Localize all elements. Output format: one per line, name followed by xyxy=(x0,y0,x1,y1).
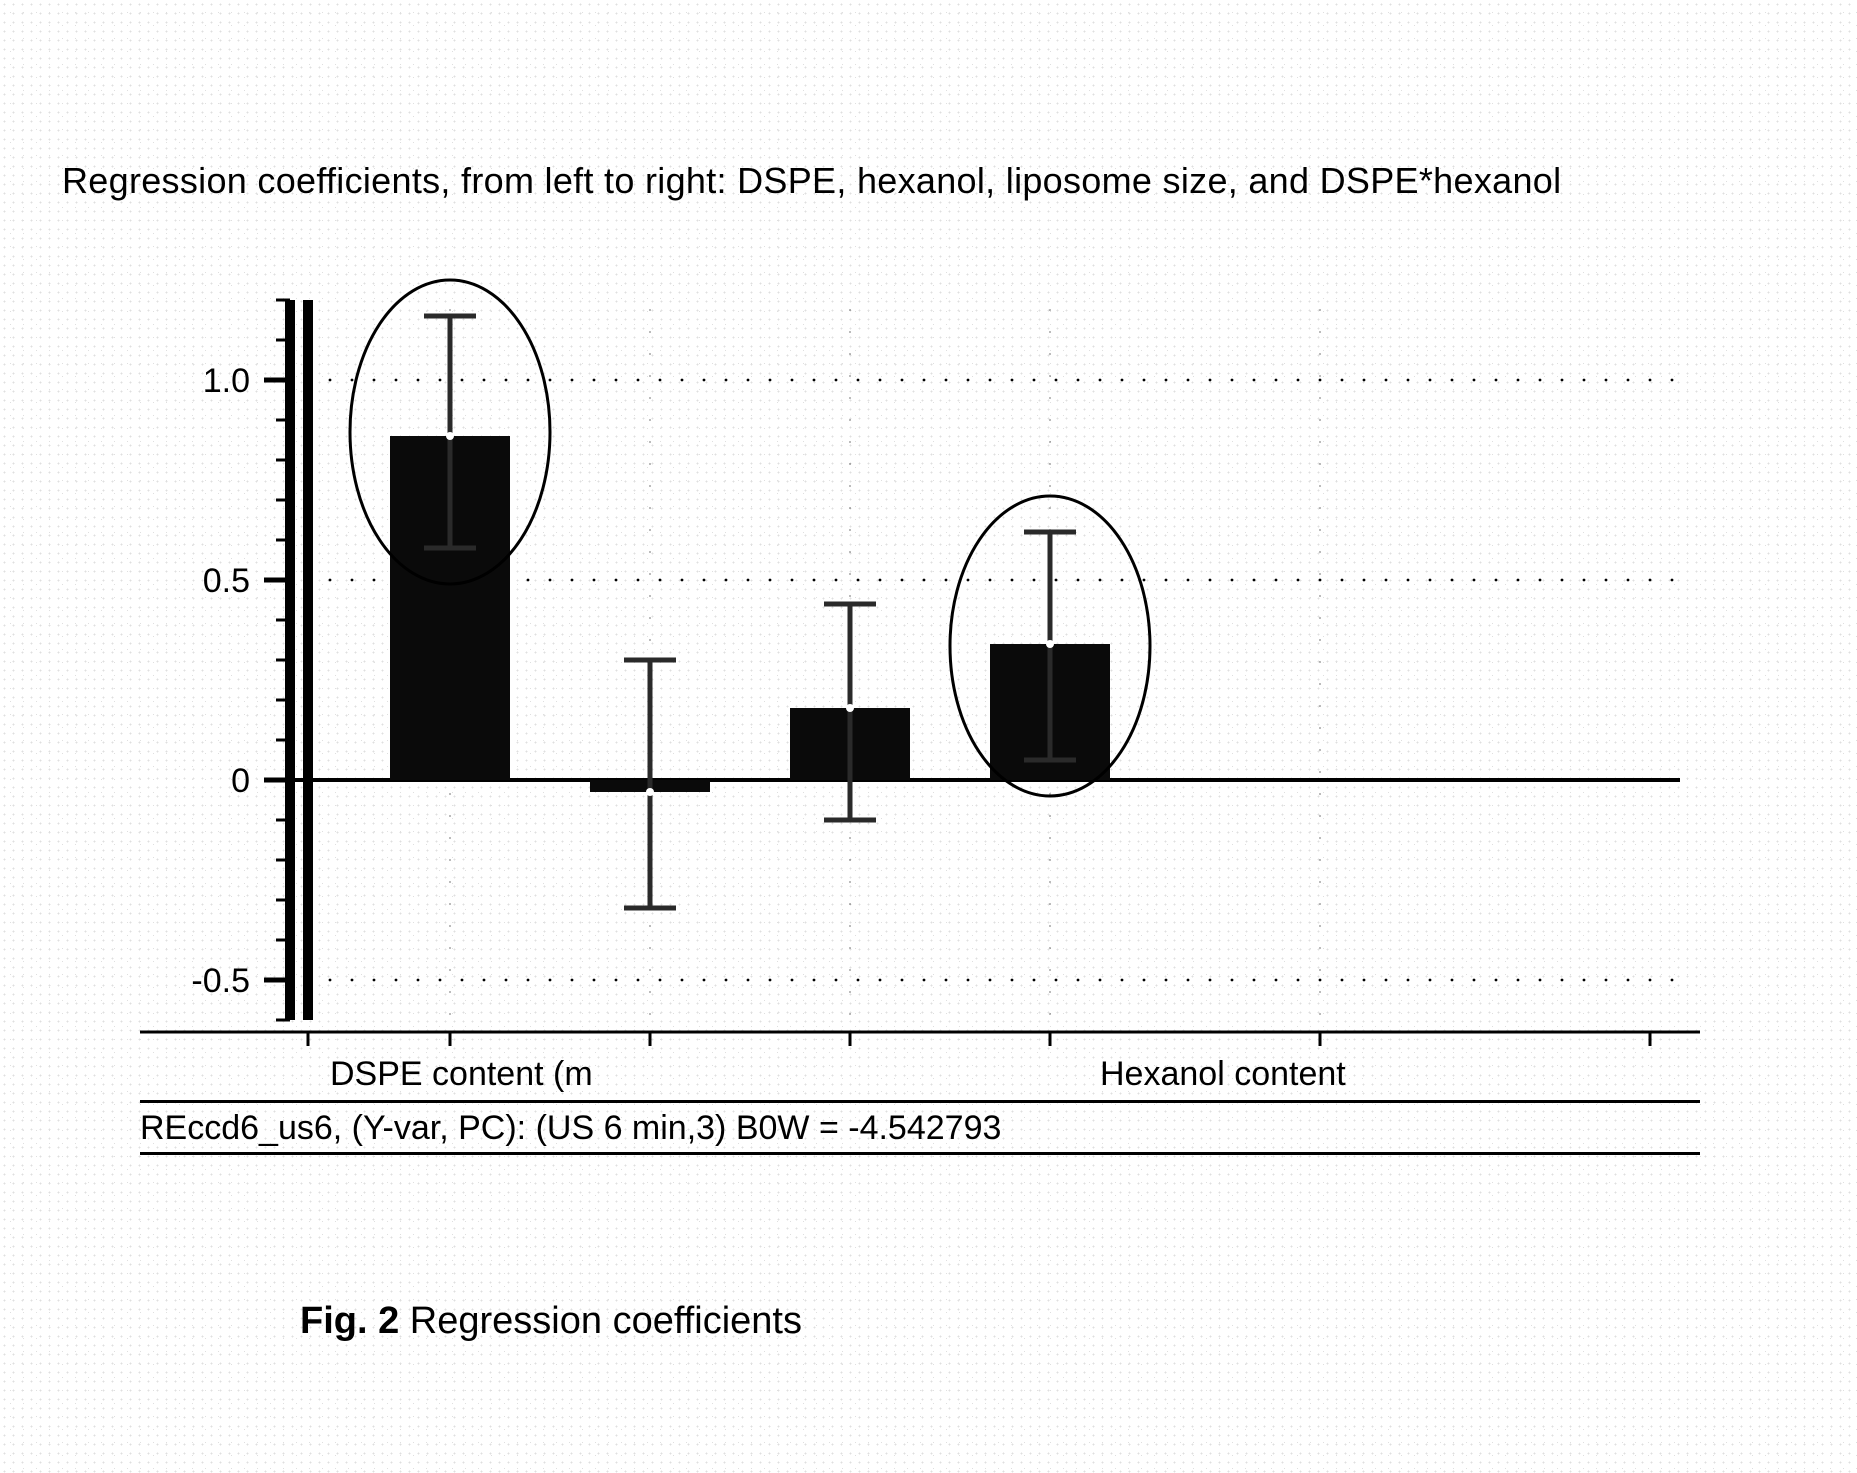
figure-number: Fig. 2 xyxy=(300,1300,410,1342)
svg-text:1.0: 1.0 xyxy=(203,362,250,400)
svg-text:0: 0 xyxy=(231,762,250,800)
svg-text:-0.5: -0.5 xyxy=(191,962,250,1000)
figure-caption-text: Regression coefficients xyxy=(410,1300,802,1342)
regression-bar-chart: -0.5 0 0.5 1.0 xyxy=(140,280,1700,1050)
chart-container: -0.5 0 0.5 1.0 xyxy=(140,280,1700,1050)
x-label-left: DSPE content (m xyxy=(330,1055,593,1094)
chart-footer-line: REccd6_us6, (Y-var, PC): (US 6 min,3) B0… xyxy=(140,1100,1700,1155)
chart-title: Regression coefficients, from left to ri… xyxy=(62,160,1561,202)
x-label-right: Hexanol content xyxy=(1100,1055,1346,1094)
svg-text:0.5: 0.5 xyxy=(203,562,250,600)
figure-caption: Fig. 2 Regression coefficients xyxy=(300,1300,802,1343)
